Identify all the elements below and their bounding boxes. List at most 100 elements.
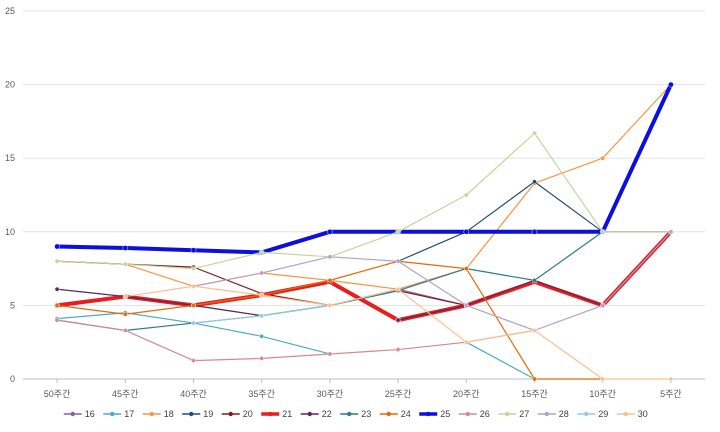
y-tick-label: 15 [5, 153, 15, 163]
legend-label: 17 [124, 409, 134, 419]
data-point [395, 258, 401, 264]
data-point [191, 358, 196, 363]
data-point [123, 328, 128, 333]
series-28 [191, 229, 674, 333]
legend-label: 16 [85, 409, 95, 419]
x-axis: 50주간 45주간 40주간 35주간 30주간 25주간 20주간 15주간 10주간 5주간 [44, 379, 682, 399]
legend-label: 27 [519, 409, 529, 419]
data-point [395, 317, 401, 323]
legend-marker [347, 411, 352, 417]
data-point [532, 328, 537, 333]
legend-item: 21 [261, 409, 292, 419]
legend-item: 17 [103, 409, 134, 419]
legend-marker [110, 411, 115, 417]
legend-label: 18 [164, 409, 174, 419]
legend-label: 22 [322, 409, 332, 419]
legend-item: 22 [300, 409, 332, 419]
y-tick-label: 10 [5, 227, 15, 237]
data-point [395, 229, 401, 235]
series-29 [191, 303, 333, 326]
data-point [463, 266, 469, 271]
legend-label: 28 [559, 409, 569, 419]
data-point [54, 258, 60, 264]
legend: 16 17 18 19 20 21 22 23 24 25 26 27 28 29 30 [63, 409, 648, 419]
legend-label: 19 [203, 409, 213, 419]
legend-item: 16 [63, 409, 95, 419]
legend-marker [465, 411, 470, 417]
y-tick-label: 0 [10, 374, 15, 384]
data-point [600, 229, 606, 235]
data-point [54, 286, 60, 292]
legend-item: 20 [221, 409, 253, 419]
data-point [190, 247, 197, 253]
y-tick-label: 25 [5, 6, 15, 16]
series-line [192, 231, 672, 332]
data-point [123, 311, 128, 317]
data-point [259, 250, 265, 255]
x-tick-label: 15주간 [521, 389, 548, 399]
legend-marker [584, 411, 589, 417]
legend-item: 19 [182, 409, 213, 419]
series-24 [54, 258, 606, 382]
series-line [55, 229, 673, 323]
legend-item: 25 [419, 409, 450, 419]
x-tick-label: 35주간 [248, 389, 275, 399]
x-tick-label: 10주간 [589, 389, 616, 399]
series-line [55, 82, 673, 255]
legend-label: 26 [480, 409, 490, 419]
legend-marker [70, 411, 75, 417]
data-point [123, 261, 128, 267]
legend-marker [505, 411, 510, 417]
data-point [463, 339, 469, 345]
data-point [532, 179, 537, 185]
legend-item: 30 [616, 409, 648, 419]
data-point [54, 243, 60, 250]
legend-marker [623, 411, 628, 417]
series-line [56, 83, 672, 290]
data-point [463, 303, 469, 308]
data-point [600, 303, 606, 308]
data-point [395, 286, 401, 292]
legend-marker [189, 411, 194, 417]
data-point [191, 320, 196, 326]
data-point [54, 317, 60, 323]
legend-item: 23 [340, 409, 371, 419]
legend-label: 29 [598, 409, 608, 419]
data-point [191, 283, 196, 289]
legend-marker [268, 411, 273, 417]
y-tick-label: 5 [10, 300, 15, 310]
data-point [327, 303, 333, 308]
legend-marker [307, 411, 312, 417]
x-tick-label: 45주간 [112, 389, 139, 399]
legend-label: 30 [638, 409, 648, 419]
data-point [327, 351, 333, 357]
data-point [123, 294, 128, 299]
x-tick-label: 50주간 [44, 389, 71, 399]
legend-label: 20 [243, 409, 253, 419]
series-line [56, 312, 331, 355]
series-23 [54, 229, 674, 333]
legend-item: 29 [577, 409, 608, 419]
legend-item: 26 [458, 409, 490, 419]
x-tick-label: 40주간 [180, 389, 207, 399]
legend-marker [149, 411, 154, 417]
data-point [532, 130, 537, 136]
legend-marker [426, 411, 431, 417]
data-point [668, 376, 674, 382]
data-point [327, 228, 333, 235]
data-point [259, 356, 265, 361]
data-point [600, 376, 606, 382]
series-line [56, 231, 672, 332]
data-point [668, 81, 674, 88]
legend-item: 18 [142, 409, 174, 419]
series-line [465, 341, 536, 380]
series-line [56, 288, 263, 317]
data-point [463, 192, 469, 198]
legend-label: 24 [401, 409, 411, 419]
legend-label: 23 [361, 409, 371, 419]
series-line [56, 132, 672, 270]
x-tick-label: 5주간 [660, 389, 682, 399]
data-point [600, 155, 606, 161]
series-line [56, 231, 672, 306]
